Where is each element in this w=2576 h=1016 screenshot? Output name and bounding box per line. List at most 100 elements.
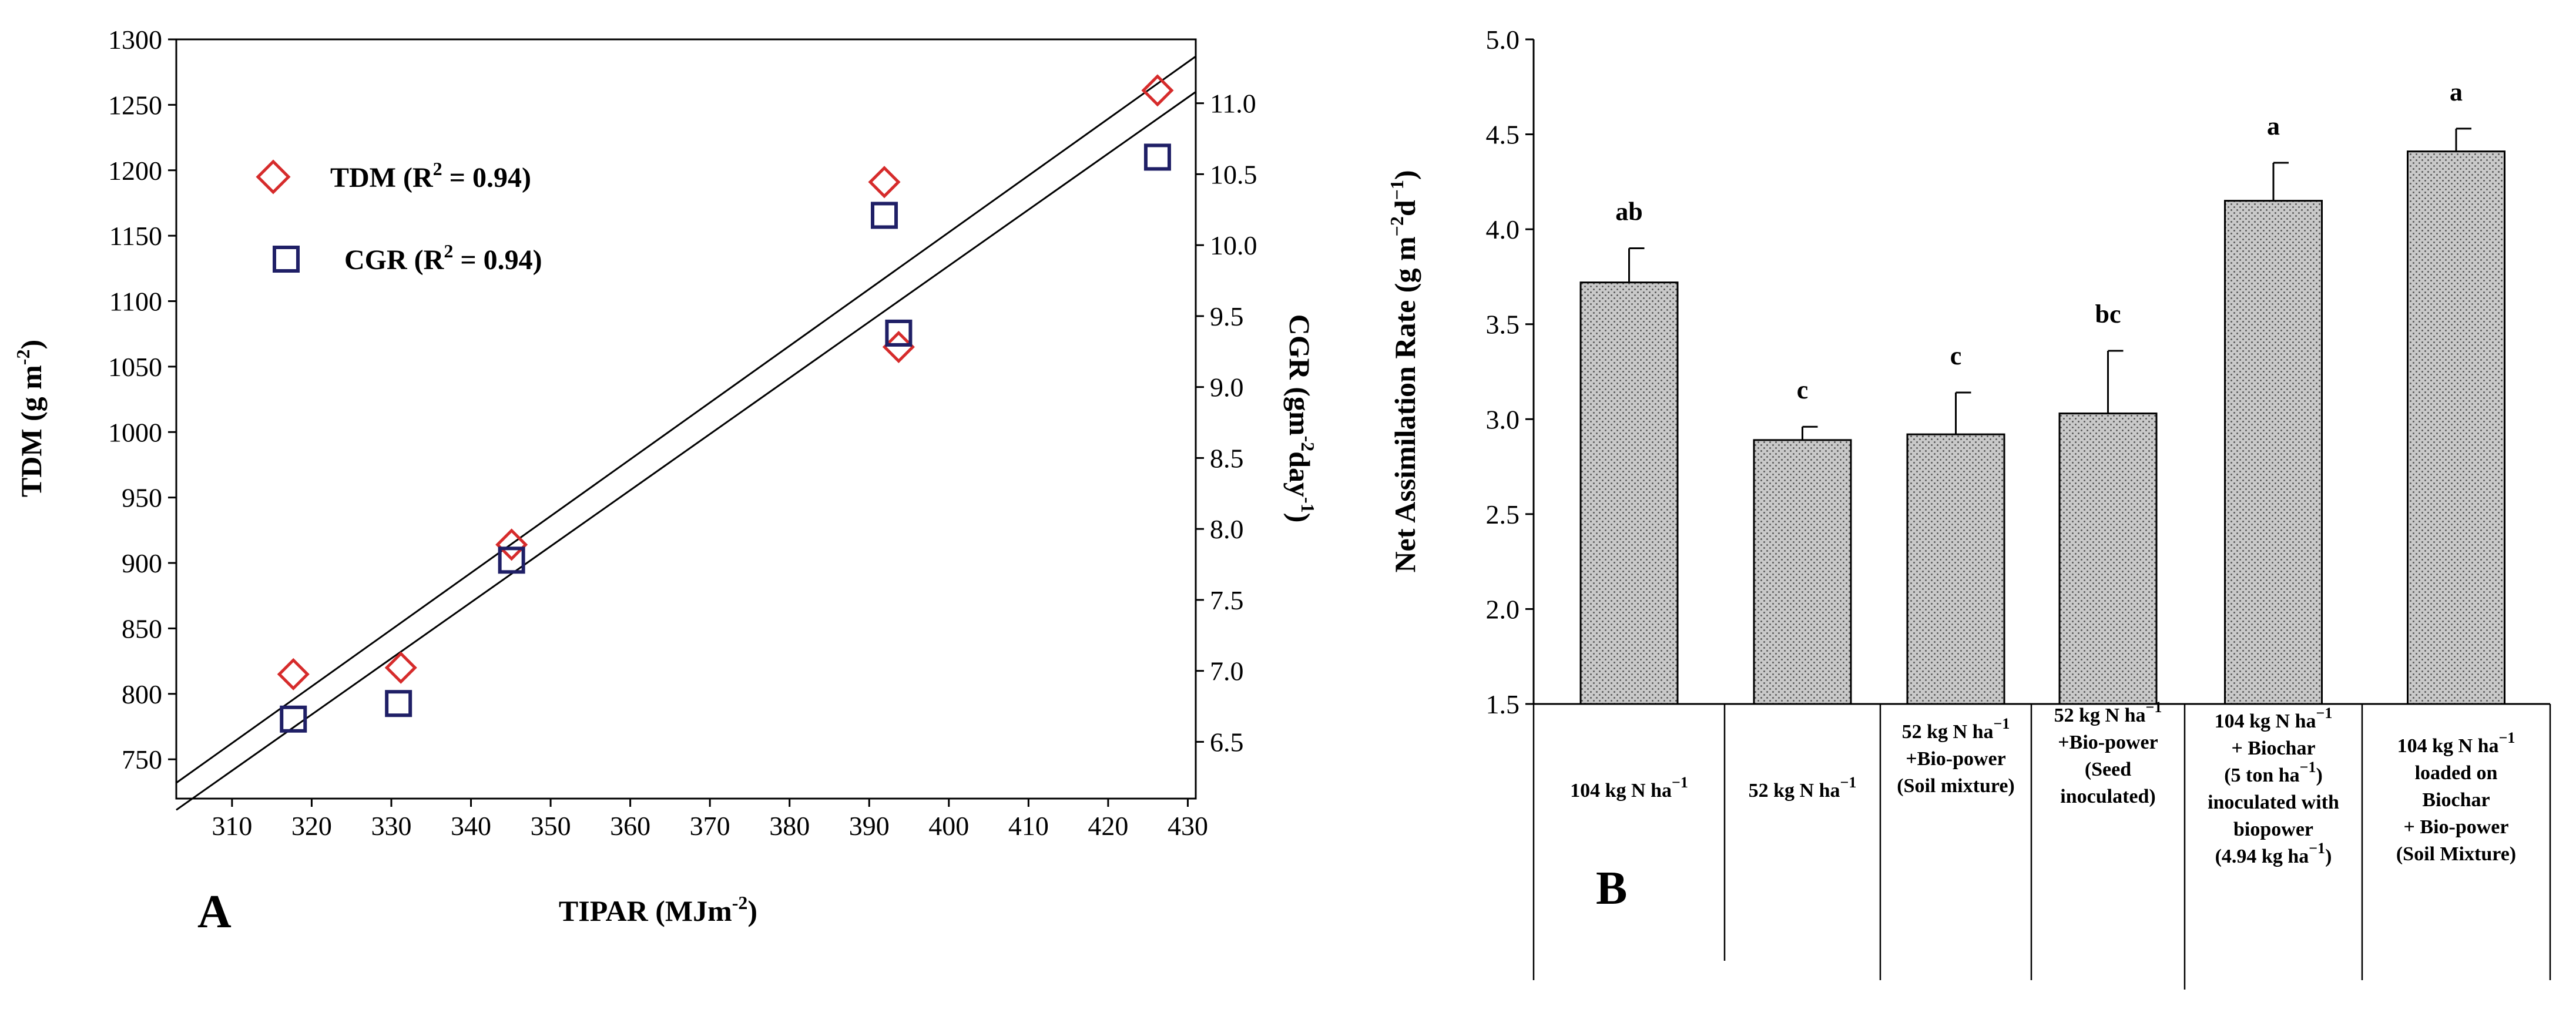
nar-title-tail: ) bbox=[1388, 170, 1421, 180]
y-title-text: TDM (g m bbox=[15, 365, 48, 497]
y2-tick-label: 9.0 bbox=[1210, 373, 1244, 403]
cgr-point bbox=[885, 319, 913, 347]
legend-cgr-sup: 2 bbox=[444, 240, 453, 261]
tdm-point bbox=[868, 166, 901, 199]
category-label-sup: −1 bbox=[2300, 759, 2316, 776]
nar-tick-label: 5.0 bbox=[1486, 25, 1520, 55]
legend-cgr: CGR (R2 = 0.94) bbox=[344, 240, 542, 276]
category-label-text: (Seed bbox=[2085, 759, 2131, 780]
nar-tick-label: 3.0 bbox=[1486, 404, 1520, 434]
category-label: (Seed bbox=[2085, 759, 2131, 780]
panel-b-category-table: 104 kg N ha−1 52 kg N ha−152 kg N ha−1+Bi… bbox=[1532, 699, 2551, 990]
nar-bar bbox=[1579, 281, 1679, 705]
category-label-text: + Biochar bbox=[2231, 737, 2315, 759]
y2-tick-label: 7.5 bbox=[1210, 585, 1244, 615]
panel-b-y-axis-title: Net Assimilation Rate (g m−2d−1) bbox=[1386, 170, 1421, 572]
x-title-tail: ) bbox=[747, 894, 757, 927]
y-tick-label: 800 bbox=[122, 679, 162, 709]
category-label-text: (Soil Mixture) bbox=[2396, 843, 2516, 865]
panel-a-y-axis-right: 6.5 7.0 7.5 8.0 8.5 9.0 9.5 10.0 10.5 11.0 bbox=[1196, 89, 1257, 757]
x-tick-label: 350 bbox=[531, 811, 571, 841]
category-label-text: 52 kg N ha bbox=[1749, 780, 1840, 802]
y-tick-label: 1150 bbox=[109, 221, 162, 251]
y2-title-text: CGR (gm bbox=[1283, 314, 1316, 436]
cgr-point bbox=[280, 705, 307, 733]
significance-letter: c bbox=[1950, 341, 1962, 370]
tdm-point bbox=[495, 528, 528, 561]
panel-b-letter: B bbox=[1596, 863, 1627, 914]
category-label-text: (5 ton ha bbox=[2224, 764, 2299, 786]
category-label: +Bio-power bbox=[1906, 748, 2005, 770]
significance-letter: c bbox=[1797, 375, 1809, 404]
y2-title-mid: day bbox=[1283, 451, 1316, 497]
category-label-text: 52 kg N ha bbox=[2054, 705, 2146, 726]
tdm-fit-line bbox=[176, 55, 1196, 784]
x-tick-label: 380 bbox=[769, 811, 810, 841]
category-label-sup: −1 bbox=[2146, 699, 2162, 716]
x-title-sup: -2 bbox=[732, 892, 748, 913]
panel-a-plot-frame bbox=[175, 38, 1197, 800]
category-label-text: inoculated) bbox=[2060, 786, 2155, 807]
y2-title-sup: -2 bbox=[1297, 436, 1319, 452]
category-label-text: (4.94 kg ha bbox=[2215, 846, 2309, 867]
y-title-sup: -2 bbox=[12, 350, 33, 366]
nar-title-mid: d bbox=[1388, 200, 1421, 216]
panel-a: 310 320 330 340 350 360 370 380 390 400 410 420 430 … bbox=[12, 25, 1319, 938]
nar-tick-label: 3.5 bbox=[1486, 310, 1520, 340]
nar-tick-label: 4.5 bbox=[1486, 120, 1520, 150]
category-label: 52 kg N ha−1 bbox=[1902, 715, 2010, 743]
panel-a-y-axis-title: TDM (g m-2) bbox=[12, 340, 48, 497]
panel-a-letter: A bbox=[197, 886, 232, 938]
category-label-text: 104 kg N ha bbox=[2215, 710, 2316, 732]
category-label: 104 kg N ha−1 bbox=[2215, 705, 2333, 732]
legend-square-marker bbox=[273, 246, 300, 273]
category-label-sup: −1 bbox=[1840, 774, 1857, 791]
nar-title-sup2: −1 bbox=[1386, 180, 1407, 200]
category-label-text: +Bio-power bbox=[2058, 732, 2158, 753]
y-tick-label: 850 bbox=[122, 613, 162, 643]
nar-title-sup: −2 bbox=[1386, 216, 1407, 236]
nar-title-text: Net Assimilation Rate (g m bbox=[1388, 236, 1421, 572]
category-label: 104 kg N ha−1 bbox=[1570, 774, 1688, 802]
y2-tick-label: 10.5 bbox=[1210, 159, 1257, 189]
nar-bar bbox=[2224, 200, 2323, 705]
x-tick-label: 360 bbox=[610, 811, 650, 841]
tdm-point bbox=[384, 651, 417, 684]
category-label: inoculated) bbox=[2060, 786, 2155, 807]
y-tick-label: 900 bbox=[122, 548, 162, 578]
legend-tdm: TDM (R2 = 0.94) bbox=[330, 158, 531, 193]
category-label-sup: −1 bbox=[1994, 715, 2010, 732]
category-label-text: 104 kg N ha bbox=[1570, 780, 1672, 802]
category-label-sup: −1 bbox=[2309, 840, 2325, 857]
cgr-point bbox=[1143, 143, 1171, 171]
x-tick-label: 320 bbox=[291, 811, 332, 841]
category-label-text: loaded on bbox=[2415, 762, 2498, 784]
panel-a-fit-lines bbox=[176, 55, 1196, 811]
category-label: loaded on bbox=[2415, 762, 2498, 784]
category-label: +Bio-power bbox=[2058, 732, 2158, 753]
y-tick-label: 1300 bbox=[108, 25, 162, 55]
panel-a-x-axis-title: TIPAR (MJm-2) bbox=[559, 892, 757, 927]
nar-tick-label: 2.5 bbox=[1486, 499, 1520, 529]
y-tick-label: 1050 bbox=[108, 352, 162, 382]
category-label: + Biochar bbox=[2231, 737, 2315, 759]
category-label: 104 kg N ha−1 bbox=[2397, 729, 2515, 757]
y2-tick-label: 8.5 bbox=[1210, 443, 1244, 473]
category-label: (4.94 kg ha−1) bbox=[2215, 840, 2332, 867]
nar-tick-label: 1.5 bbox=[1486, 689, 1520, 719]
nar-tick-label: 2.0 bbox=[1486, 594, 1520, 624]
x-tick-label: 420 bbox=[1088, 811, 1128, 841]
x-tick-label: 390 bbox=[849, 811, 890, 841]
legend-tdm-text: TDM (R bbox=[330, 162, 434, 193]
category-label-tail: ) bbox=[2316, 764, 2322, 786]
y2-tick-label: 7.0 bbox=[1210, 656, 1244, 686]
cgr-point bbox=[385, 690, 412, 717]
category-label-text: +Bio-power bbox=[1906, 748, 2005, 770]
legend-tdm-tail: = 0.94) bbox=[442, 162, 531, 193]
category-label-text: Biochar bbox=[2422, 789, 2490, 811]
x-tick-label: 430 bbox=[1168, 811, 1208, 841]
panel-a-x-axis: 310 320 330 340 350 360 370 380 390 400 410 420 430 bbox=[212, 799, 1208, 841]
category-label-text: inoculated with bbox=[2208, 792, 2339, 813]
y-tick-label: 1200 bbox=[108, 156, 162, 186]
panel-b-bars: ab c c bc a a bbox=[1579, 78, 2505, 705]
